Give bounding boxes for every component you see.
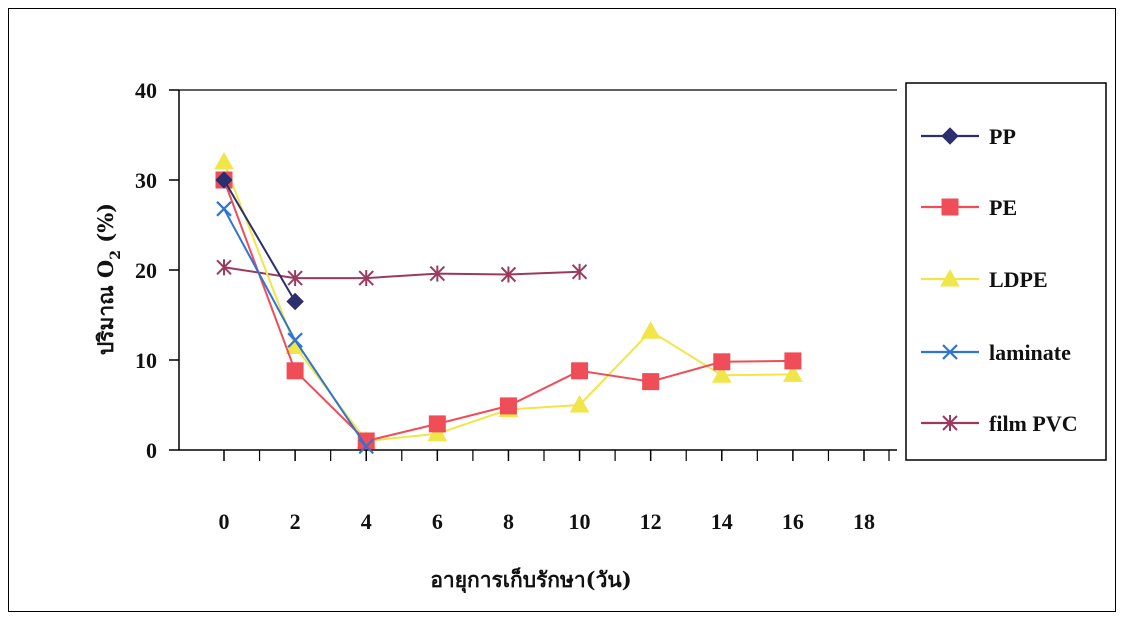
data-point-ldpe	[214, 151, 234, 170]
data-point-ldpe	[711, 365, 732, 383]
legend-marker	[940, 268, 960, 287]
x-axis-title: อายุการเก็บรักษา(วัน)	[430, 566, 631, 594]
data-point-laminate	[358, 438, 375, 455]
x-tick-label: 8	[503, 509, 514, 534]
legend-item-pe: PE	[921, 195, 1017, 220]
series-film-pvc	[216, 259, 588, 287]
x-tick-label: 12	[640, 509, 662, 534]
legend-label: film PVC	[989, 411, 1078, 436]
x-tick-label: 16	[782, 509, 804, 534]
series-line-laminate	[223, 208, 368, 447]
y-axis-title: ปริมาณ O2 (%)	[93, 203, 124, 355]
data-point-ldpe	[640, 321, 661, 339]
data-point-ldpe	[427, 423, 448, 442]
data-point-ldpe	[569, 394, 590, 413]
data-point-pp	[286, 292, 304, 311]
data-point-film-pvc	[358, 270, 374, 287]
data-point-pp	[215, 171, 233, 189]
data-point-ldpe	[783, 364, 803, 382]
x-tick-label: 4	[361, 509, 372, 534]
data-point-pe	[784, 352, 802, 370]
y-tick-label: 0	[146, 438, 157, 463]
data-point-laminate	[287, 332, 303, 348]
series-pp	[215, 171, 304, 311]
y-tick-label: 30	[135, 168, 157, 193]
legend-label: PE	[989, 195, 1017, 220]
data-point-pe	[499, 397, 517, 415]
legend-item-laminate: laminate	[921, 340, 1071, 365]
chart-frame: ปริมาณ O2 (%) อายุการเก็บรักษา(วัน) 0 10 2…	[8, 8, 1116, 612]
x-tick-label: 0	[219, 509, 230, 534]
legend-item-pp: PP	[921, 124, 1016, 149]
y-tick-label: 10	[135, 348, 157, 373]
legend-marker	[941, 198, 959, 216]
data-point-pe	[286, 362, 304, 380]
series-layer	[214, 151, 803, 455]
data-point-film-pvc	[429, 265, 446, 282]
x-tick-label: 14	[711, 509, 733, 534]
legend-item-ldpe: LDPE	[921, 267, 1048, 292]
data-point-film-pvc	[216, 259, 232, 276]
data-point-pe	[642, 373, 660, 391]
series-line-film-pvc	[223, 266, 580, 280]
x-tick-label: 2	[290, 509, 301, 534]
legend: PP PE LDPE laminate film PVC	[921, 124, 1078, 436]
x-tick-label: 6	[432, 509, 443, 534]
series-laminate	[216, 201, 375, 455]
legend-label: LDPE	[989, 267, 1048, 292]
data-point-pe	[571, 362, 589, 380]
data-point-pe	[357, 432, 375, 450]
legend-marker	[942, 344, 958, 360]
y-tick-label: 40	[135, 78, 157, 103]
legend-box	[905, 82, 1107, 461]
x-tick-label: 10	[569, 509, 591, 534]
legend-label: PP	[989, 124, 1016, 149]
legend-marker	[941, 127, 959, 145]
legend-marker	[942, 415, 958, 431]
data-point-pe	[428, 415, 446, 433]
legend-label: laminate	[989, 340, 1071, 365]
chart-svg: ปริมาณ O2 (%) อายุการเก็บรักษา(วัน) 0 10 2…	[93, 78, 1107, 594]
data-point-film-pvc	[571, 263, 588, 280]
x-tick-label: 18	[853, 509, 875, 534]
axis-ticks: 0 10 20 30 40 0 2 4 6 8 10 12 14 16 18	[135, 78, 890, 534]
data-point-film-pvc	[500, 266, 517, 283]
data-point-pe	[713, 353, 731, 371]
data-point-laminate	[216, 201, 232, 217]
y-tick-label: 20	[135, 258, 157, 283]
series-pe	[215, 171, 802, 450]
data-point-film-pvc	[287, 270, 303, 287]
series-line-pp	[223, 179, 296, 303]
legend-item-film-pvc: film PVC	[921, 411, 1078, 436]
